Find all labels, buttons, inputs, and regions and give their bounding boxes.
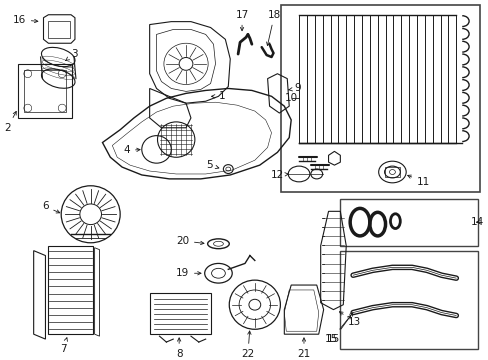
Text: 11: 11 — [407, 175, 429, 187]
Text: 17: 17 — [235, 10, 248, 31]
Text: 5: 5 — [205, 160, 219, 170]
Text: 3: 3 — [65, 49, 78, 60]
Text: 15: 15 — [326, 312, 352, 344]
Text: 16: 16 — [13, 15, 38, 24]
Text: 18: 18 — [266, 10, 281, 45]
Text: 6: 6 — [41, 201, 60, 213]
Text: 19: 19 — [175, 268, 201, 278]
Text: 15: 15 — [325, 315, 350, 344]
Bar — [384, 167, 400, 177]
Text: 9: 9 — [288, 84, 300, 94]
Text: 14: 14 — [469, 217, 483, 227]
Text: 4: 4 — [123, 145, 140, 156]
Text: 1: 1 — [211, 91, 224, 101]
Text: 21: 21 — [297, 338, 310, 359]
Bar — [281, 5, 479, 192]
Bar — [340, 251, 477, 349]
Text: 20: 20 — [176, 236, 203, 246]
Text: 13: 13 — [339, 312, 361, 327]
Text: 22: 22 — [241, 331, 254, 359]
Text: 8: 8 — [176, 338, 182, 359]
Bar — [340, 199, 477, 246]
Text: 2: 2 — [4, 111, 16, 133]
Text: 12: 12 — [270, 170, 288, 180]
Text: 10: 10 — [284, 93, 297, 103]
Text: 7: 7 — [60, 338, 67, 354]
